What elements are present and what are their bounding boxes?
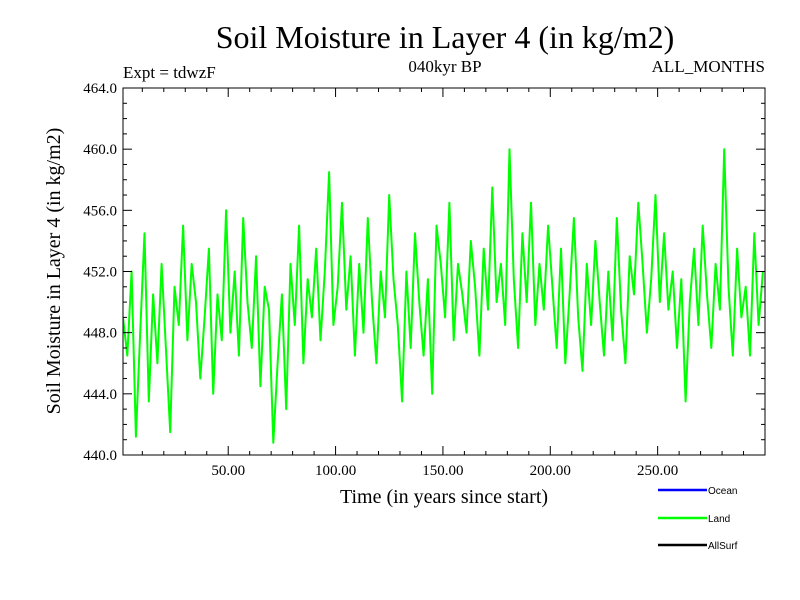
x-tick-label: 200.00 (530, 463, 571, 479)
months-label: ALL_MONTHS (652, 57, 765, 76)
y-tick-label: 448.0 (83, 326, 117, 342)
y-tick-label: 444.0 (83, 387, 117, 403)
x-axis-label: Time (in years since start) (340, 486, 548, 508)
x-tick-label: 100.00 (315, 463, 356, 479)
experiment-label: Expt = tdwzF (123, 63, 216, 82)
x-tick-label: 250.00 (637, 463, 678, 479)
y-tick-label: 452.0 (83, 265, 117, 281)
y-tick-label: 460.0 (83, 142, 117, 158)
y-tick-label: 456.0 (83, 203, 117, 219)
x-axis: 50.00 100.00 150.00 200.00 250.00 (141, 88, 745, 479)
legend-label-allsurf: AllSurf (708, 541, 738, 552)
legend: Ocean Land AllSurf (658, 486, 738, 552)
chart-subtitle: 040kyr BP (408, 57, 481, 76)
chart-title: Soil Moisture in Layer 4 (in kg/m2) (216, 19, 675, 55)
x-tick-label: 50.00 (211, 463, 245, 479)
plot-frame (122, 87, 766, 456)
x-tick-label: 150.00 (422, 463, 463, 479)
y-axis: 440.0 444.0 448.0 452.0 456.0 460.0 464.0 (83, 81, 765, 464)
y-tick-label: 464.0 (83, 81, 117, 97)
legend-label-land: Land (708, 514, 730, 525)
series-layer (123, 148, 764, 444)
y-axis-label: Soil Moisture in Layer 4 (in kg/m2) (43, 128, 65, 415)
y-tick-label: 440.0 (83, 448, 117, 464)
series-line-land (123, 148, 764, 444)
legend-label-ocean: Ocean (708, 486, 737, 497)
